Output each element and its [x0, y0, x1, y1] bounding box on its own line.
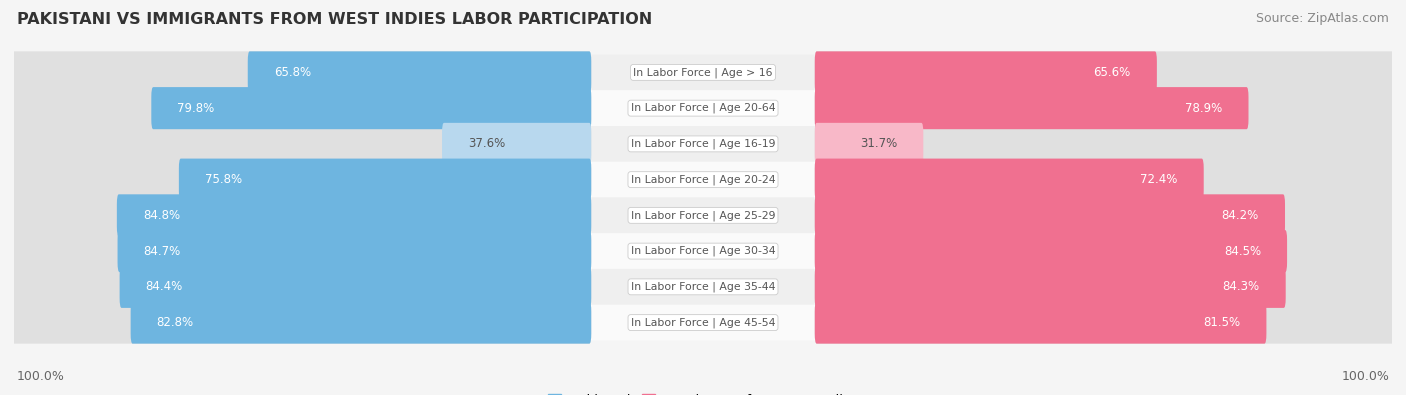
FancyBboxPatch shape — [814, 230, 1393, 272]
FancyBboxPatch shape — [814, 87, 1393, 129]
Text: In Labor Force | Age 45-54: In Labor Force | Age 45-54 — [631, 317, 775, 328]
Text: 100.0%: 100.0% — [17, 370, 65, 383]
Text: 100.0%: 100.0% — [1341, 370, 1389, 383]
Text: 84.3%: 84.3% — [1223, 280, 1260, 293]
Text: 78.9%: 78.9% — [1185, 102, 1222, 115]
FancyBboxPatch shape — [131, 301, 592, 344]
FancyBboxPatch shape — [13, 51, 592, 94]
FancyBboxPatch shape — [814, 123, 924, 165]
FancyBboxPatch shape — [13, 230, 592, 272]
FancyBboxPatch shape — [14, 198, 1392, 233]
Text: 84.7%: 84.7% — [143, 245, 181, 258]
FancyBboxPatch shape — [14, 162, 1392, 198]
Text: In Labor Force | Age 35-44: In Labor Force | Age 35-44 — [631, 282, 775, 292]
Text: Source: ZipAtlas.com: Source: ZipAtlas.com — [1256, 12, 1389, 25]
FancyBboxPatch shape — [814, 158, 1204, 201]
FancyBboxPatch shape — [814, 123, 1393, 165]
FancyBboxPatch shape — [120, 266, 592, 308]
FancyBboxPatch shape — [814, 266, 1393, 308]
Legend: Pakistani, Immigrants from West Indies: Pakistani, Immigrants from West Indies — [548, 394, 858, 395]
FancyBboxPatch shape — [13, 301, 592, 344]
Text: 75.8%: 75.8% — [205, 173, 242, 186]
Text: In Labor Force | Age 20-64: In Labor Force | Age 20-64 — [631, 103, 775, 113]
FancyBboxPatch shape — [13, 123, 592, 165]
Text: In Labor Force | Age 20-24: In Labor Force | Age 20-24 — [631, 174, 775, 185]
Text: PAKISTANI VS IMMIGRANTS FROM WEST INDIES LABOR PARTICIPATION: PAKISTANI VS IMMIGRANTS FROM WEST INDIES… — [17, 12, 652, 27]
FancyBboxPatch shape — [814, 301, 1267, 344]
FancyBboxPatch shape — [814, 301, 1393, 344]
Text: 84.4%: 84.4% — [146, 280, 183, 293]
FancyBboxPatch shape — [179, 158, 592, 201]
FancyBboxPatch shape — [14, 269, 1392, 305]
FancyBboxPatch shape — [117, 194, 592, 237]
FancyBboxPatch shape — [13, 194, 592, 237]
Text: 65.8%: 65.8% — [274, 66, 311, 79]
Text: 84.5%: 84.5% — [1223, 245, 1261, 258]
FancyBboxPatch shape — [814, 51, 1157, 94]
FancyBboxPatch shape — [118, 230, 592, 272]
Text: 72.4%: 72.4% — [1140, 173, 1178, 186]
FancyBboxPatch shape — [13, 158, 592, 201]
FancyBboxPatch shape — [814, 87, 1249, 129]
Text: 84.8%: 84.8% — [143, 209, 180, 222]
Text: 82.8%: 82.8% — [156, 316, 194, 329]
Text: 79.8%: 79.8% — [177, 102, 215, 115]
Text: 31.7%: 31.7% — [860, 137, 897, 150]
Text: 65.6%: 65.6% — [1094, 66, 1130, 79]
FancyBboxPatch shape — [14, 305, 1392, 340]
Text: 84.2%: 84.2% — [1222, 209, 1258, 222]
FancyBboxPatch shape — [814, 194, 1285, 237]
FancyBboxPatch shape — [247, 51, 592, 94]
Text: 81.5%: 81.5% — [1204, 316, 1240, 329]
Text: In Labor Force | Age 25-29: In Labor Force | Age 25-29 — [631, 210, 775, 221]
FancyBboxPatch shape — [441, 123, 592, 165]
Text: In Labor Force | Age 30-34: In Labor Force | Age 30-34 — [631, 246, 775, 256]
FancyBboxPatch shape — [814, 266, 1285, 308]
Text: 37.6%: 37.6% — [468, 137, 505, 150]
Text: In Labor Force | Age 16-19: In Labor Force | Age 16-19 — [631, 139, 775, 149]
FancyBboxPatch shape — [814, 51, 1393, 94]
FancyBboxPatch shape — [13, 266, 592, 308]
FancyBboxPatch shape — [14, 90, 1392, 126]
FancyBboxPatch shape — [814, 230, 1286, 272]
FancyBboxPatch shape — [14, 233, 1392, 269]
FancyBboxPatch shape — [152, 87, 592, 129]
FancyBboxPatch shape — [13, 87, 592, 129]
FancyBboxPatch shape — [14, 126, 1392, 162]
FancyBboxPatch shape — [814, 158, 1393, 201]
FancyBboxPatch shape — [814, 194, 1393, 237]
Text: In Labor Force | Age > 16: In Labor Force | Age > 16 — [633, 67, 773, 78]
FancyBboxPatch shape — [14, 55, 1392, 90]
